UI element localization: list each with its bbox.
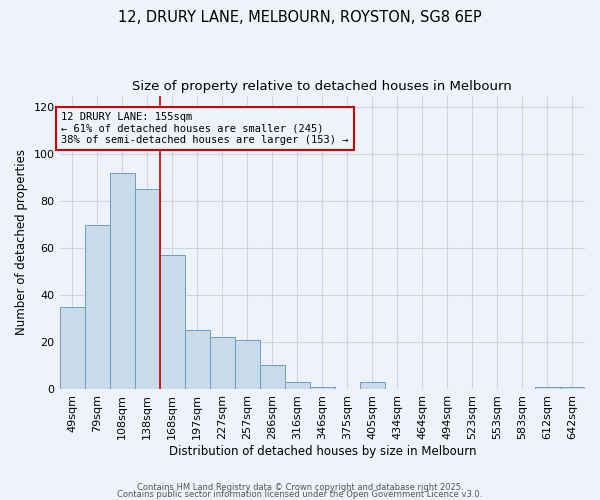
Y-axis label: Number of detached properties: Number of detached properties <box>15 150 28 336</box>
Bar <box>260 366 285 389</box>
Bar <box>59 307 85 389</box>
Text: 12 DRURY LANE: 155sqm
← 61% of detached houses are smaller (245)
38% of semi-det: 12 DRURY LANE: 155sqm ← 61% of detached … <box>61 112 348 145</box>
Bar <box>209 338 235 389</box>
Bar <box>285 382 310 389</box>
Bar <box>535 386 560 389</box>
X-axis label: Distribution of detached houses by size in Melbourn: Distribution of detached houses by size … <box>169 444 476 458</box>
Bar <box>360 382 385 389</box>
Text: Contains HM Land Registry data © Crown copyright and database right 2025.: Contains HM Land Registry data © Crown c… <box>137 484 463 492</box>
Bar <box>560 386 585 389</box>
Text: Contains public sector information licensed under the Open Government Licence v3: Contains public sector information licen… <box>118 490 482 499</box>
Bar <box>185 330 209 389</box>
Bar <box>160 255 185 389</box>
Title: Size of property relative to detached houses in Melbourn: Size of property relative to detached ho… <box>133 80 512 93</box>
Bar <box>310 386 335 389</box>
Bar <box>85 224 110 389</box>
Bar <box>235 340 260 389</box>
Bar <box>134 190 160 389</box>
Bar <box>110 173 134 389</box>
Text: 12, DRURY LANE, MELBOURN, ROYSTON, SG8 6EP: 12, DRURY LANE, MELBOURN, ROYSTON, SG8 6… <box>118 10 482 25</box>
